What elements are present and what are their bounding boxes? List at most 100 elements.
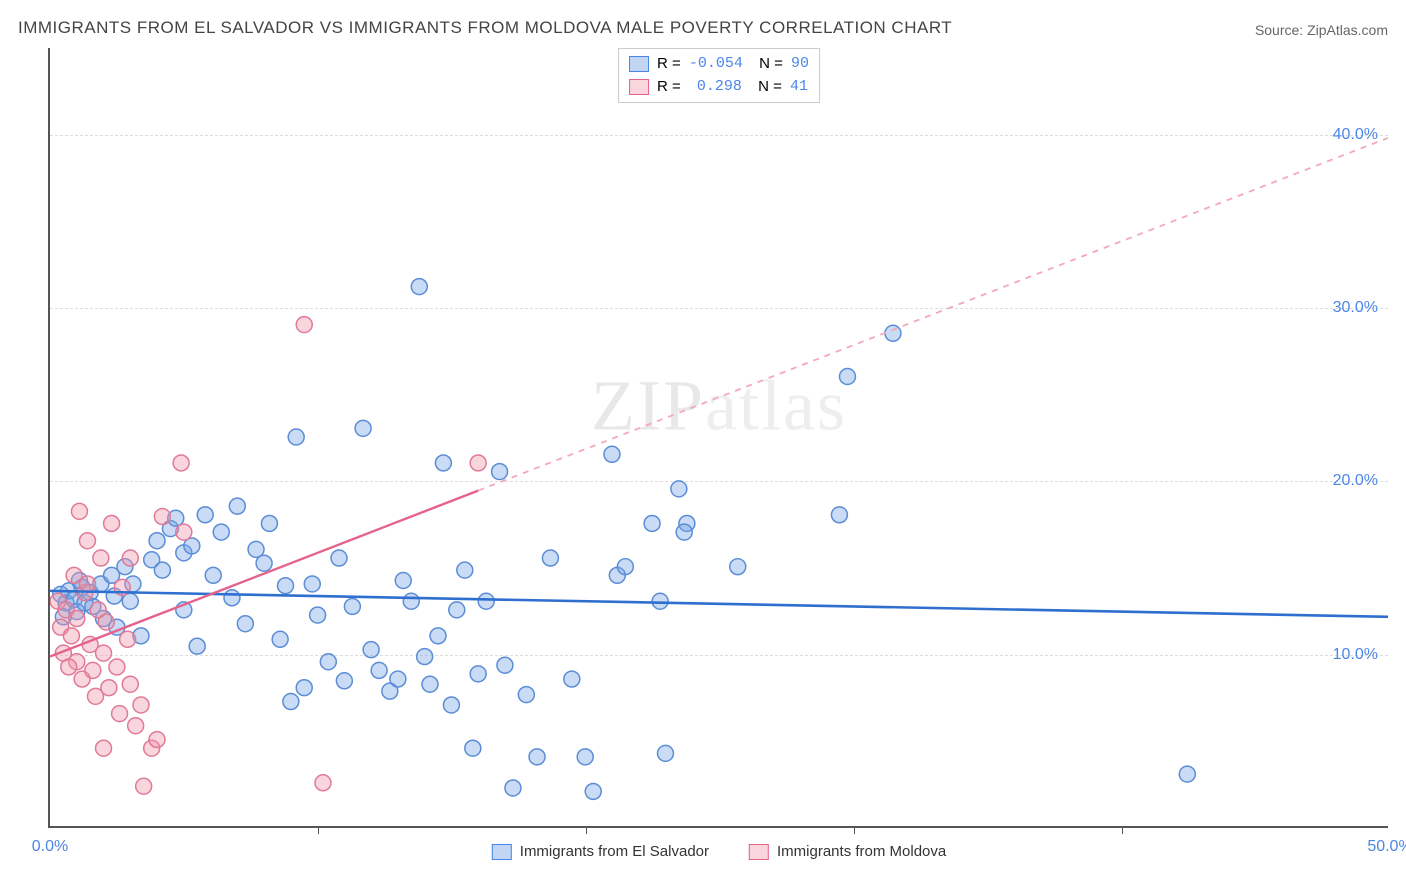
scatter-point — [149, 533, 165, 549]
scatter-point — [114, 579, 130, 595]
scatter-point — [96, 740, 112, 756]
scatter-point — [154, 509, 170, 525]
legend-swatch-blue — [492, 844, 512, 860]
scatter-point — [371, 662, 387, 678]
scatter-point — [176, 524, 192, 540]
x-tick-label: 50.0% — [1367, 838, 1406, 856]
scatter-point — [492, 464, 508, 480]
scatter-point — [136, 778, 152, 794]
legend-swatch-pink — [629, 79, 649, 95]
scatter-point — [403, 593, 419, 609]
x-tick — [1122, 826, 1123, 834]
scatter-point — [457, 562, 473, 578]
scatter-point — [478, 593, 494, 609]
scatter-point — [79, 576, 95, 592]
scatter-point — [71, 503, 87, 519]
n-value-a: 90 — [791, 53, 809, 76]
scatter-point — [411, 279, 427, 295]
scatter-point — [296, 317, 312, 333]
scatter-point — [652, 593, 668, 609]
legend-swatch-blue — [629, 56, 649, 72]
scatter-point — [344, 598, 360, 614]
scatter-point — [310, 607, 326, 623]
x-tick — [318, 826, 319, 834]
scatter-point — [304, 576, 320, 592]
r-value-b: 0.298 — [689, 76, 742, 99]
legend-item-a: Immigrants from El Salvador — [492, 843, 709, 860]
r-label: R = — [657, 53, 681, 76]
scatter-point — [256, 555, 272, 571]
scatter-point — [465, 740, 481, 756]
scatter-point — [61, 659, 77, 675]
scatter-point — [93, 550, 109, 566]
legend-swatch-pink — [749, 844, 769, 860]
x-tick — [854, 826, 855, 834]
chart-plot-area: ZIPatlas 10.0%20.0%30.0%40.0%0.0%50.0% R… — [48, 48, 1388, 828]
scatter-point — [176, 602, 192, 618]
scatter-point — [122, 676, 138, 692]
scatter-point — [577, 749, 593, 765]
scatter-point — [671, 481, 687, 497]
scatter-point — [363, 642, 379, 658]
scatter-point — [101, 680, 117, 696]
scatter-point — [229, 498, 245, 514]
scatter-point — [112, 706, 128, 722]
scatter-point — [315, 775, 331, 791]
n-label: N = — [750, 76, 782, 99]
scatter-point — [173, 455, 189, 471]
scatter-point — [657, 745, 673, 761]
scatter-point — [154, 562, 170, 578]
scatter-points-layer — [50, 48, 1388, 826]
scatter-point — [435, 455, 451, 471]
scatter-point — [85, 662, 101, 678]
scatter-point — [839, 369, 855, 385]
source-attribution: Source: ZipAtlas.com — [1255, 22, 1388, 38]
scatter-point — [730, 559, 746, 575]
scatter-point — [128, 718, 144, 734]
scatter-point — [197, 507, 213, 523]
series-b-name: Immigrants from Moldova — [777, 843, 946, 860]
scatter-point — [604, 446, 620, 462]
x-tick — [586, 826, 587, 834]
scatter-point — [417, 649, 433, 665]
scatter-point — [261, 515, 277, 531]
scatter-point — [122, 550, 138, 566]
scatter-point — [213, 524, 229, 540]
scatter-point — [189, 638, 205, 654]
scatter-point — [69, 611, 85, 627]
scatter-point — [331, 550, 347, 566]
scatter-point — [98, 614, 114, 630]
scatter-point — [296, 680, 312, 696]
scatter-point — [505, 780, 521, 796]
x-tick-label: 0.0% — [32, 838, 68, 856]
scatter-point — [149, 732, 165, 748]
scatter-point — [104, 515, 120, 531]
scatter-point — [518, 687, 534, 703]
scatter-point — [79, 533, 95, 549]
series-a-name: Immigrants from El Salvador — [520, 843, 709, 860]
scatter-point — [133, 697, 149, 713]
scatter-point — [542, 550, 558, 566]
r-value-a: -0.054 — [689, 53, 743, 76]
scatter-point — [277, 578, 293, 594]
scatter-point — [529, 749, 545, 765]
scatter-point — [355, 420, 371, 436]
scatter-point — [564, 671, 580, 687]
scatter-point — [283, 694, 299, 710]
scatter-point — [443, 697, 459, 713]
scatter-point — [430, 628, 446, 644]
scatter-point — [1179, 766, 1195, 782]
scatter-point — [120, 631, 136, 647]
scatter-point — [449, 602, 465, 618]
scatter-point — [320, 654, 336, 670]
legend-item-b: Immigrants from Moldova — [749, 843, 946, 860]
scatter-point — [390, 671, 406, 687]
legend-row-series-a: R = -0.054 N = 90 — [629, 53, 809, 76]
scatter-point — [470, 666, 486, 682]
scatter-point — [237, 616, 253, 632]
chart-title: IMMIGRANTS FROM EL SALVADOR VS IMMIGRANT… — [18, 18, 952, 38]
scatter-point — [585, 783, 601, 799]
scatter-point — [288, 429, 304, 445]
series-legend: Immigrants from El Salvador Immigrants f… — [492, 843, 946, 860]
scatter-point — [676, 524, 692, 540]
